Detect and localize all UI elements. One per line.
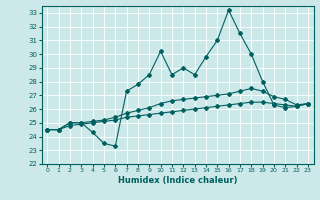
X-axis label: Humidex (Indice chaleur): Humidex (Indice chaleur) <box>118 176 237 185</box>
